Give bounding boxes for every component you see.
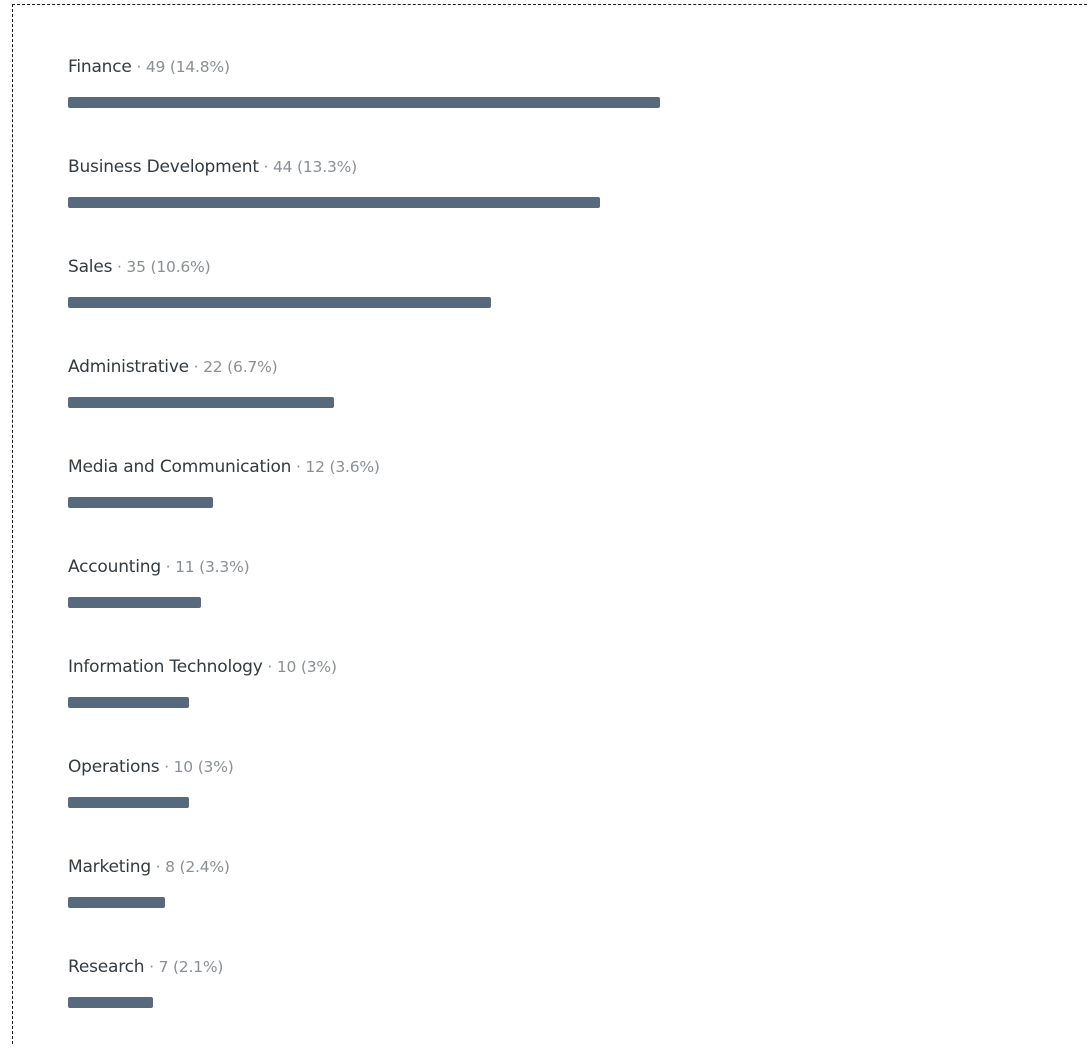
bar-label: Administrative · 22 (6.7%) — [68, 355, 1068, 379]
value-label: · 44 (13.3%) — [258, 158, 358, 176]
bar-label: Marketing · 8 (2.4%) — [68, 855, 1068, 879]
value-label: · 10 (3%) — [159, 758, 234, 776]
bar-label: Finance · 49 (14.8%) — [68, 55, 1068, 79]
bar-row: Marketing · 8 (2.4%) — [68, 855, 1068, 955]
bar — [68, 997, 153, 1008]
chart-panel: Finance · 49 (14.8%) Business Development… — [12, 4, 1088, 1044]
bar — [68, 597, 201, 608]
category-name: Research — [68, 957, 145, 977]
bar-label: Research · 7 (2.1%) — [68, 955, 1068, 979]
category-name: Finance — [68, 57, 132, 77]
value-label: · 8 (2.4%) — [150, 858, 230, 876]
bar-row: Finance · 49 (14.8%) — [68, 55, 1068, 155]
value-label: · 22 (6.7%) — [188, 358, 278, 376]
bar-row: Administrative · 22 (6.7%) — [68, 355, 1068, 455]
value-label: · 11 (3.3%) — [160, 558, 250, 576]
bar-label: Business Development · 44 (13.3%) — [68, 155, 1068, 179]
category-name: Media and Communication — [68, 457, 292, 477]
value-label: · 10 (3%) — [262, 658, 337, 676]
value-label: · 35 (10.6%) — [112, 258, 211, 276]
bar-row: Business Development · 44 (13.3%) — [68, 155, 1068, 255]
bar — [68, 197, 600, 208]
bar-label: Operations · 10 (3%) — [68, 755, 1068, 779]
category-name: Business Development — [68, 157, 259, 177]
category-name: Marketing — [68, 857, 151, 877]
value-label: · 7 (2.1%) — [144, 958, 224, 976]
bar-row: Information Technology · 10 (3%) — [68, 655, 1068, 755]
bar-label: Information Technology · 10 (3%) — [68, 655, 1068, 679]
bar-row: Research · 7 (2.1%) — [68, 955, 1068, 1055]
category-name: Administrative — [68, 357, 189, 377]
bar-label: Accounting · 11 (3.3%) — [68, 555, 1068, 579]
bar — [68, 297, 491, 308]
category-name: Sales — [68, 257, 113, 277]
bar-label: Sales · 35 (10.6%) — [68, 255, 1068, 279]
bar-label: Media and Communication · 12 (3.6%) — [68, 455, 1068, 479]
bar — [68, 497, 213, 508]
bar-row: Accounting · 11 (3.3%) — [68, 555, 1068, 655]
bar — [68, 697, 189, 708]
bar — [68, 797, 189, 808]
bar-row: Operations · 10 (3%) — [68, 755, 1068, 855]
category-name: Information Technology — [68, 657, 263, 677]
bar — [68, 397, 334, 408]
bar-row: Media and Communication · 12 (3.6%) — [68, 455, 1068, 555]
bar-list: Finance · 49 (14.8%) Business Development… — [68, 55, 1068, 1055]
bar — [68, 897, 165, 908]
category-name: Accounting — [68, 557, 161, 577]
value-label: · 49 (14.8%) — [131, 58, 230, 76]
bar — [68, 97, 660, 108]
bar-row: Sales · 35 (10.6%) — [68, 255, 1068, 355]
value-label: · 12 (3.6%) — [291, 458, 380, 476]
category-name: Operations — [68, 757, 160, 777]
